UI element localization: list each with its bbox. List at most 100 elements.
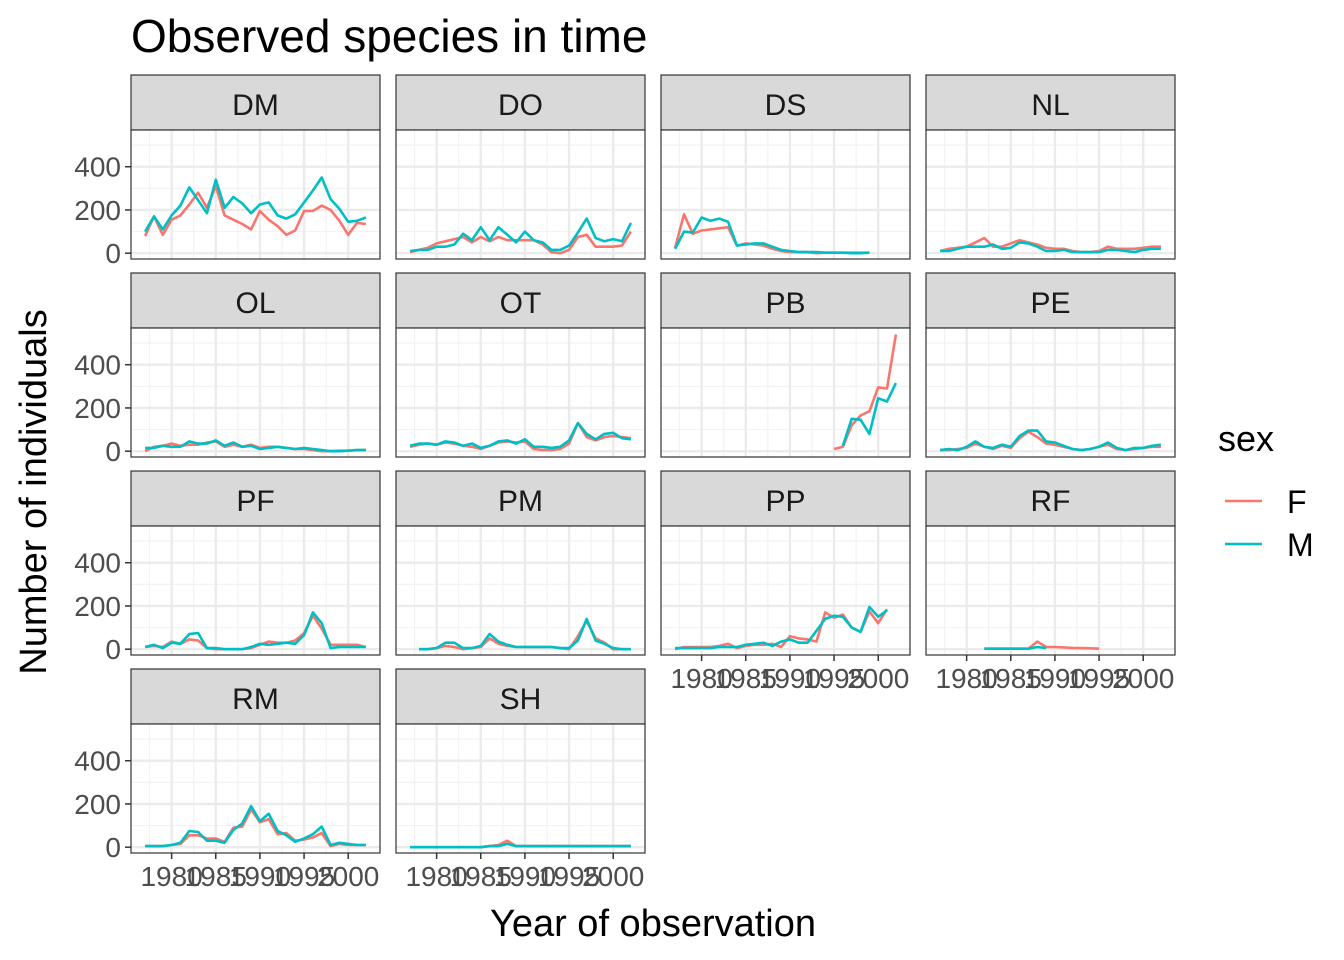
legend-title: sex bbox=[1218, 418, 1274, 459]
panel-border bbox=[925, 327, 1176, 458]
x-tick-label: 1995 bbox=[538, 861, 600, 892]
facet-strip bbox=[130, 74, 381, 131]
facet-label: SH bbox=[500, 683, 542, 716]
x-tick-label: 1990 bbox=[759, 663, 821, 694]
panel-ol: OL 0 200 400 bbox=[74, 272, 381, 467]
panel-background bbox=[131, 130, 380, 259]
series-line-f bbox=[143, 184, 367, 237]
y-tick-label: 0 bbox=[105, 436, 121, 467]
facet-label: RM bbox=[232, 683, 279, 716]
panel-pm: PM bbox=[395, 470, 646, 656]
x-tick-label: 1980 bbox=[670, 663, 732, 694]
series-lines bbox=[833, 334, 898, 451]
facet-strip bbox=[925, 272, 1176, 329]
panel-border bbox=[130, 129, 381, 260]
y-tick-label: 0 bbox=[105, 634, 121, 665]
panel-border bbox=[660, 327, 911, 458]
legend-label-f: F bbox=[1287, 484, 1307, 520]
gridlines bbox=[396, 130, 645, 259]
series-lines bbox=[144, 611, 367, 651]
x-tick-label: 1995 bbox=[273, 861, 335, 892]
y-tick-label: 400 bbox=[74, 548, 121, 579]
x-tick-label: 1990 bbox=[494, 861, 556, 892]
legend-label-m: M bbox=[1287, 527, 1314, 563]
panel-border bbox=[130, 525, 381, 656]
series-line-m bbox=[940, 241, 1161, 254]
x-tick-label: 2000 bbox=[317, 861, 379, 892]
series-line-m bbox=[675, 605, 888, 650]
series-line-m bbox=[410, 842, 631, 849]
x-tick-label: 1995 bbox=[803, 663, 865, 694]
y-tick-label: 400 bbox=[74, 350, 121, 381]
series-line-m bbox=[841, 382, 898, 447]
facet-strip bbox=[130, 272, 381, 329]
y-tick-label: 400 bbox=[74, 152, 121, 183]
facet-label: RF bbox=[1031, 485, 1071, 518]
panel-border bbox=[925, 129, 1176, 260]
facet-strip bbox=[130, 668, 381, 725]
series-lines bbox=[419, 617, 631, 651]
facet-label: PP bbox=[765, 485, 805, 518]
y-axis-title: Number of individuals bbox=[13, 309, 55, 674]
panel-pf: PF 0 200 400 bbox=[74, 470, 381, 665]
panel-border bbox=[395, 525, 646, 656]
y-tick-label: 400 bbox=[74, 746, 121, 777]
panel-background bbox=[926, 130, 1175, 259]
facet-label: PM bbox=[498, 485, 543, 518]
panel-background bbox=[396, 526, 645, 655]
panel-background bbox=[926, 328, 1175, 457]
y-tick-label: 200 bbox=[74, 789, 121, 820]
x-tick-label: 1985 bbox=[450, 861, 512, 892]
series-lines bbox=[143, 176, 367, 237]
series-line-m bbox=[409, 217, 633, 253]
panel-do: DO bbox=[395, 74, 646, 260]
facet-label: OL bbox=[235, 287, 275, 320]
panel-background bbox=[131, 526, 380, 655]
series-line-m bbox=[984, 645, 1047, 650]
gridlines bbox=[131, 724, 380, 853]
gridlines bbox=[926, 130, 1175, 259]
series-lines bbox=[939, 236, 1161, 254]
x-tick-label: 2000 bbox=[847, 663, 909, 694]
facet-strip bbox=[660, 470, 911, 527]
series-lines bbox=[144, 439, 366, 453]
facet-strip bbox=[925, 74, 1176, 131]
series-line-m bbox=[409, 421, 632, 450]
panel-dm: DM 0 200 400 bbox=[74, 74, 381, 269]
panel-background bbox=[396, 724, 645, 853]
y-tick-label: 0 bbox=[105, 832, 121, 863]
x-tick-label: 1990 bbox=[229, 861, 291, 892]
panel-ot: OT bbox=[395, 272, 646, 458]
x-tick-label: 2000 bbox=[1112, 663, 1174, 694]
gridlines bbox=[396, 526, 645, 655]
gridlines bbox=[131, 328, 380, 457]
y-tick-label: 200 bbox=[74, 591, 121, 622]
series-lines bbox=[673, 213, 870, 255]
panel-ds: DS bbox=[660, 74, 911, 260]
series-lines bbox=[939, 429, 1162, 452]
panel-border bbox=[395, 723, 646, 854]
gridlines bbox=[131, 130, 380, 259]
facet-label: PF bbox=[236, 485, 274, 518]
x-tick-label: 1980 bbox=[405, 861, 467, 892]
y-tick-label: 0 bbox=[105, 238, 121, 269]
panel-border bbox=[660, 525, 911, 656]
facet-strip bbox=[395, 470, 646, 527]
series-line-m bbox=[145, 804, 366, 848]
y-tick-label: 200 bbox=[74, 195, 121, 226]
chart-title: Observed species in time bbox=[131, 10, 647, 62]
facet-label: NL bbox=[1031, 89, 1069, 122]
x-tick-label: 1995 bbox=[1068, 663, 1130, 694]
panel-pe: PE bbox=[925, 272, 1176, 458]
series-lines bbox=[410, 839, 631, 849]
panel-border bbox=[130, 723, 381, 854]
series-line-f bbox=[409, 230, 632, 255]
panel-background bbox=[661, 526, 910, 655]
panel-background bbox=[661, 328, 910, 457]
series-line-m bbox=[419, 617, 631, 651]
facet-strip bbox=[925, 470, 1176, 527]
